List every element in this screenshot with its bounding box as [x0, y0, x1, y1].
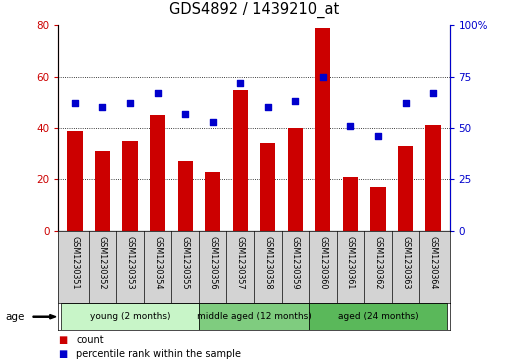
Bar [199, 303, 309, 330]
Text: GSM1230351: GSM1230351 [71, 236, 79, 290]
Point [99, 105, 107, 110]
Text: middle aged (12 months): middle aged (12 months) [197, 312, 311, 321]
Text: GSM1230357: GSM1230357 [236, 236, 245, 290]
Bar [68, 131, 82, 231]
Text: young (2 months): young (2 months) [90, 312, 170, 321]
Text: age: age [5, 312, 24, 322]
Text: GSM1230359: GSM1230359 [291, 236, 300, 290]
Text: GSM1230355: GSM1230355 [181, 236, 189, 290]
Text: GSM1230363: GSM1230363 [401, 236, 410, 290]
Point [153, 90, 162, 96]
Bar [343, 177, 358, 231]
Bar [288, 128, 303, 231]
Text: GDS4892 / 1439210_at: GDS4892 / 1439210_at [169, 2, 339, 18]
Bar [178, 161, 193, 231]
Text: percentile rank within the sample: percentile rank within the sample [76, 349, 241, 359]
Bar [95, 151, 110, 231]
Text: ■: ■ [58, 335, 68, 346]
Point [236, 80, 244, 86]
Text: GSM1230358: GSM1230358 [263, 236, 272, 290]
Point [209, 119, 217, 125]
Point [126, 101, 134, 106]
Point [429, 90, 437, 96]
Point [71, 101, 79, 106]
Bar [398, 146, 413, 231]
Bar [315, 28, 330, 231]
Bar [260, 143, 275, 231]
Point [319, 74, 327, 79]
Point [181, 111, 189, 117]
Bar [150, 115, 165, 231]
Bar [309, 303, 447, 330]
Text: GSM1230364: GSM1230364 [429, 236, 437, 290]
Point [374, 133, 382, 139]
Text: GSM1230360: GSM1230360 [319, 236, 327, 290]
Text: aged (24 months): aged (24 months) [338, 312, 418, 321]
Text: GSM1230362: GSM1230362 [373, 236, 383, 290]
Text: GSM1230354: GSM1230354 [153, 236, 162, 290]
Text: GSM1230352: GSM1230352 [98, 236, 107, 290]
Bar [61, 303, 199, 330]
Point [291, 98, 299, 104]
Point [264, 105, 272, 110]
Text: GSM1230356: GSM1230356 [208, 236, 217, 290]
Bar [370, 187, 386, 231]
Text: GSM1230361: GSM1230361 [346, 236, 355, 290]
Bar [205, 172, 220, 231]
Text: ■: ■ [58, 349, 68, 359]
Point [401, 101, 409, 106]
Bar [233, 90, 248, 231]
Point [346, 123, 355, 129]
Text: GSM1230353: GSM1230353 [125, 236, 135, 290]
Bar [426, 125, 440, 231]
Bar [122, 141, 138, 231]
Text: count: count [76, 335, 104, 346]
